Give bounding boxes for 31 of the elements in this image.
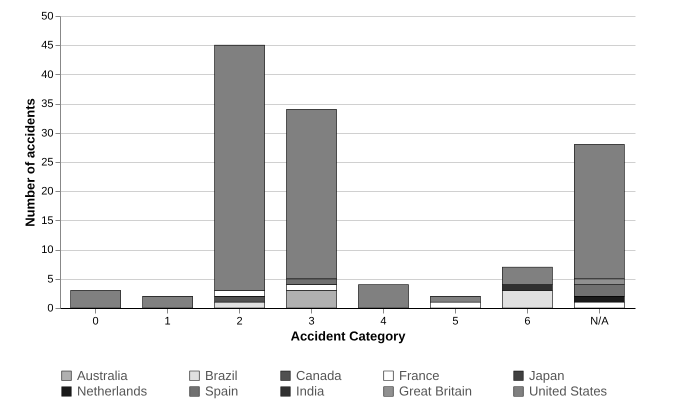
y-tick-label: 40 <box>41 68 54 81</box>
legend-label: Australia <box>77 368 128 383</box>
x-axis-title: Accident Category <box>290 328 406 344</box>
legend-label: Great Britain <box>399 384 472 398</box>
x-tick-label: 3 <box>308 316 315 328</box>
y-tick-label: 5 <box>47 273 54 286</box>
legend-label: Netherlands <box>77 384 148 398</box>
y-tick-label: 30 <box>41 127 54 140</box>
x-tick-label: 4 <box>380 316 387 328</box>
x-tick-label: N/A <box>590 316 610 328</box>
legend-label: Spain <box>205 384 238 398</box>
y-tick-label: 35 <box>41 98 54 110</box>
x-tick-label: 5 <box>452 316 459 328</box>
legend-label: United States <box>529 384 608 398</box>
y-tick-label: 45 <box>41 40 54 52</box>
legend-label: India <box>296 384 325 398</box>
y-tick-label: 10 <box>41 244 54 256</box>
legend-label: Japan <box>529 368 564 383</box>
legend-label: France <box>399 368 440 383</box>
y-tick-label: 25 <box>41 156 54 168</box>
x-tick-label: 1 <box>164 316 171 328</box>
x-tick-label: 6 <box>524 316 530 328</box>
y-tick-label: 0 <box>47 302 54 314</box>
y-tick-label: 50 <box>41 10 54 22</box>
legend-label: Brazil <box>205 368 238 383</box>
y-axis-title: Number of accidents <box>22 98 38 227</box>
y-tick-label: 20 <box>41 186 54 198</box>
x-tick-label: 0 <box>92 316 99 328</box>
x-tick-label: 2 <box>236 316 243 328</box>
y-tick-label: 15 <box>41 214 54 227</box>
legend-label: Canada <box>296 368 342 383</box>
